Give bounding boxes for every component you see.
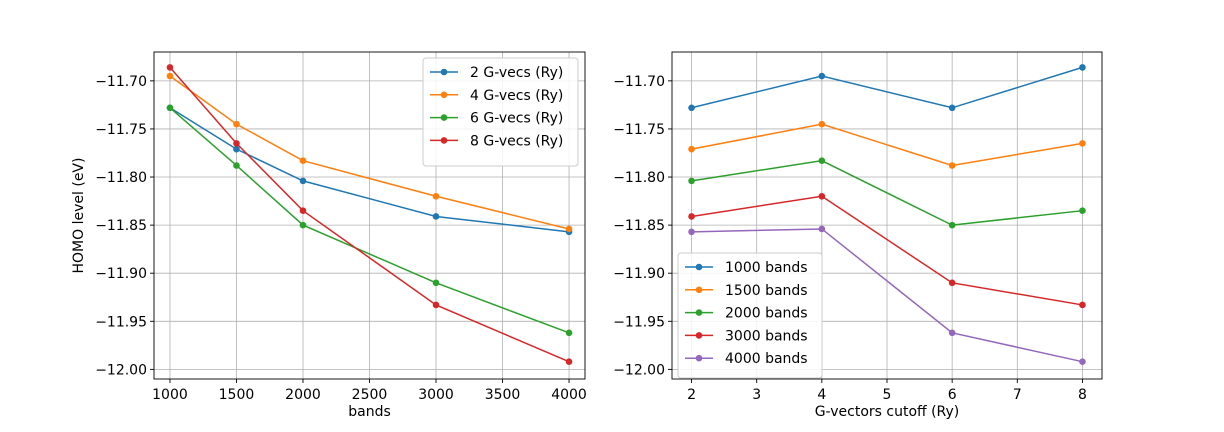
legend-label: 6 G-vecs (Ry)	[470, 111, 563, 127]
y-tick-label: −11.70	[95, 74, 147, 90]
legend-marker	[440, 68, 448, 76]
x-tick-label: 1000	[152, 387, 188, 403]
legend-box	[422, 57, 579, 167]
data-point	[818, 192, 826, 200]
x-tick-label: 3500	[485, 387, 521, 403]
data-point	[688, 213, 695, 220]
y-tick-label: −12.00	[613, 362, 665, 378]
data-point	[233, 145, 240, 153]
legend-marker	[440, 137, 448, 144]
data-point	[233, 120, 240, 128]
x-tick-label: 4000	[551, 387, 587, 403]
y-tick-label: −11.85	[95, 218, 147, 234]
data-point	[565, 225, 573, 233]
chart-homo-vs-gvectors: 2 3 4 5 6 7 8 −12.00 −11.95 −11.90 −11.85 −11.80 −11…	[613, 51, 1103, 420]
data-point	[818, 225, 826, 233]
data-point	[432, 213, 440, 220]
x-tick-label: 2	[687, 387, 696, 403]
y-tick-label: −11.75	[613, 122, 665, 138]
x-tick-label: 5	[883, 387, 892, 403]
legend: 1000 bands 1500 bands 2000 bands 3000 bands…	[677, 252, 823, 379]
data-point	[818, 72, 826, 80]
data-point	[1079, 301, 1086, 309]
data-point	[1079, 358, 1086, 365]
legend-marker	[440, 114, 448, 121]
legend-marker	[695, 354, 703, 362]
data-point	[233, 162, 240, 169]
data-point	[948, 162, 956, 169]
legend-marker	[695, 309, 703, 316]
data-point	[688, 104, 695, 112]
legend-marker	[695, 286, 703, 294]
series-line	[691, 66, 1083, 109]
x-tick-label: 7	[1013, 387, 1022, 403]
legend-marker	[440, 91, 448, 99]
x-tick-label: 1500	[219, 387, 255, 403]
data-point	[1079, 140, 1086, 147]
data-point	[948, 329, 956, 337]
data-point	[432, 301, 440, 309]
x-tick-label: 2500	[352, 387, 388, 403]
y-tick-label: −12.00	[95, 362, 147, 378]
data-point	[688, 177, 695, 185]
legend-label: 4000 bands	[725, 351, 808, 367]
data-point	[565, 329, 573, 337]
data-point	[688, 228, 695, 236]
series-line	[691, 123, 1083, 167]
legend-label: 2000 bands	[725, 306, 808, 322]
data-point	[818, 157, 826, 164]
data-point	[299, 221, 307, 229]
legend-label: 1500 bands	[725, 283, 808, 299]
data-point	[948, 279, 956, 287]
y-tick-label: −11.95	[95, 314, 147, 330]
x-tick-label: 2000	[285, 387, 321, 403]
chart-homo-vs-bands: 1000 1500 2000 2500 3000 3500 4000 −12.00 −11.95…	[71, 51, 587, 420]
y-axis-label: HOMO level (eV)	[71, 158, 87, 274]
x-tick-label: 3000	[418, 387, 454, 403]
legend-label: 8 G-vecs (Ry)	[470, 133, 563, 149]
legend-marker	[695, 263, 703, 271]
legend-label: 4 G-vecs (Ry)	[470, 88, 563, 104]
data-point	[1079, 64, 1086, 71]
data-point	[299, 207, 307, 214]
x-axis-label: G-vectors cutoff (Ry)	[815, 404, 960, 420]
data-point	[565, 358, 573, 365]
x-tick-label: 3	[752, 387, 761, 403]
data-point	[948, 104, 956, 112]
legend-label: 2 G-vecs (Ry)	[470, 65, 563, 81]
legend-marker	[695, 332, 703, 339]
data-point	[688, 145, 695, 153]
y-tick-label: −11.90	[613, 266, 665, 282]
x-axis-label: bands	[348, 404, 391, 420]
x-tick-label: 6	[948, 387, 957, 403]
data-point	[432, 192, 440, 200]
y-tick-label: −11.95	[613, 314, 665, 330]
y-tick-label: −11.80	[95, 170, 147, 186]
data-point	[1079, 207, 1086, 214]
series-line	[691, 159, 1083, 226]
y-tick-label: −11.90	[95, 266, 147, 282]
data-point	[818, 120, 826, 128]
data-point	[299, 177, 307, 185]
y-tick-label: −11.80	[613, 170, 665, 186]
x-tick-label: 4	[817, 387, 826, 403]
legend-box	[677, 252, 823, 379]
data-point	[166, 104, 174, 112]
y-tick-label: −11.75	[95, 122, 147, 138]
series-line	[691, 228, 1083, 363]
data-point	[948, 221, 956, 229]
data-point	[233, 140, 240, 147]
series-line	[691, 195, 1083, 306]
x-tick-label: 8	[1078, 387, 1087, 403]
legend-label: 3000 bands	[725, 328, 808, 344]
y-tick-label: −11.85	[613, 218, 665, 234]
legend: 2 G-vecs (Ry) 4 G-vecs (Ry) 6 G-vecs (Ry) 8…	[422, 57, 579, 167]
data-point	[166, 72, 174, 80]
data-point	[299, 157, 307, 164]
legend-label: 1000 bands	[725, 260, 808, 276]
data-point	[432, 279, 440, 287]
y-tick-label: −11.70	[613, 74, 665, 90]
data-point	[166, 64, 174, 71]
